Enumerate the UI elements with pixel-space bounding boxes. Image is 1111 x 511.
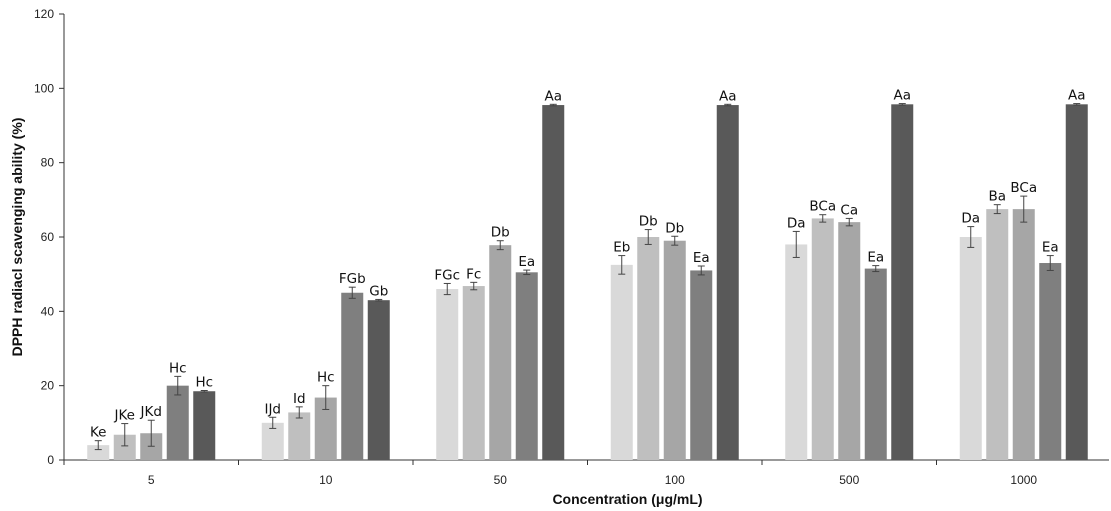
bar-data-label: Hc (169, 360, 187, 376)
bar-data-label: IJd (264, 401, 281, 417)
x-tick-label: 500 (839, 473, 859, 487)
bar (314, 397, 337, 460)
y-tick-label: 120 (34, 7, 54, 21)
y-tick-label: 60 (41, 230, 55, 244)
bar-data-label: Aa (544, 88, 562, 104)
error-bars (94, 103, 1081, 451)
bar-data-label: BCa (809, 199, 836, 215)
y-ticks: 0 20 40 60 80 100 120 (34, 7, 64, 467)
y-tick-label: 20 (41, 379, 55, 393)
bar (489, 245, 512, 460)
bar (959, 237, 982, 460)
bar (690, 270, 713, 460)
bar (288, 412, 311, 460)
bar-data-label: Hc (195, 374, 213, 390)
bar-data-label: Ea (867, 250, 884, 266)
bar-data-label: Fc (466, 266, 481, 282)
bar-data-label: Ba (988, 189, 1006, 205)
x-tick-label: 100 (665, 473, 685, 487)
y-tick-label: 80 (41, 156, 55, 170)
bar-data-label: Ea (518, 254, 535, 270)
y-tick-label: 40 (41, 304, 55, 318)
bar-data-label: Aa (719, 88, 737, 104)
bar-data-label: Hc (317, 370, 335, 386)
bar (864, 268, 887, 460)
bar-data-label: Aa (1068, 88, 1086, 104)
bar-data-label: Db (665, 220, 684, 236)
bar-data-label: BCa (1010, 180, 1037, 196)
bar-data-label: FGb (339, 271, 366, 287)
bar (113, 434, 136, 460)
x-ticks: 5 10 50 100 500 1000 (63, 460, 1037, 487)
bar (1065, 104, 1088, 460)
bar-data-label: Eb (613, 240, 630, 256)
bar (1012, 209, 1035, 460)
bar (166, 385, 189, 460)
bar (515, 272, 538, 460)
bar-data-label: Da (961, 211, 980, 227)
bar (637, 237, 660, 460)
bar (716, 105, 739, 460)
y-axis-title: DPPH radiacl scavenging ability (%) (9, 118, 25, 357)
x-axis-title: Concentration (μg/mL) (552, 491, 702, 507)
bar-data-label: FGc (434, 267, 460, 283)
bar (891, 104, 914, 460)
bar (838, 222, 861, 460)
bar (811, 218, 834, 460)
x-tick-label: 50 (494, 473, 508, 487)
bar (1039, 263, 1062, 460)
x-tick-label: 10 (319, 473, 333, 487)
bar (436, 289, 459, 460)
bar-data-label: Gb (369, 283, 388, 299)
y-tick-label: 100 (34, 81, 54, 95)
x-tick-label: 1000 (1010, 473, 1037, 487)
bar (87, 445, 110, 460)
bar (610, 264, 633, 460)
bar-data-label: Id (293, 391, 306, 407)
bar (193, 391, 216, 460)
bar (341, 292, 364, 460)
bar (261, 422, 284, 460)
bar (785, 244, 808, 460)
bar (367, 300, 390, 460)
bar-data-label: Aa (893, 88, 911, 104)
x-tick-label: 5 (148, 473, 155, 487)
bar-data-label: Ea (693, 250, 710, 266)
bar-data-label: Db (491, 225, 510, 241)
bar (986, 209, 1009, 460)
bar-data-label: Ea (1042, 240, 1059, 256)
bar (663, 240, 686, 460)
bar-data-label: Ke (90, 425, 107, 441)
bar (462, 286, 485, 460)
y-tick-label: 0 (47, 453, 54, 467)
bars (87, 104, 1088, 460)
axes (63, 14, 1109, 461)
bar-data-label: JKe (114, 408, 135, 424)
bar-data-label: Da (787, 215, 806, 231)
bar-data-label: JKd (140, 404, 162, 420)
bar-data-label: Db (639, 214, 658, 230)
bar-data-label: Ca (840, 202, 858, 218)
bar (542, 105, 565, 460)
